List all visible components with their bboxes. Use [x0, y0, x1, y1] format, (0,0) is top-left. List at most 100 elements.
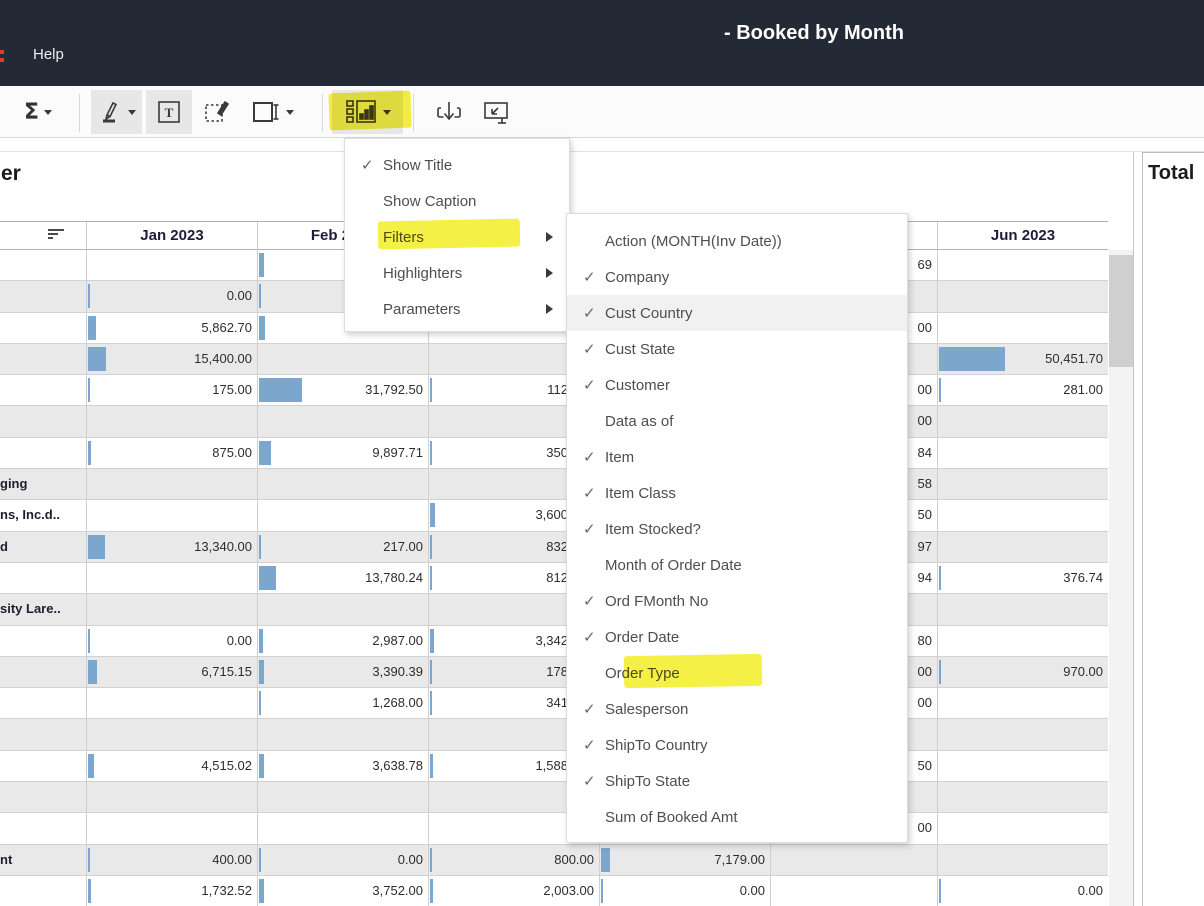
row-header-label[interactable] [0, 626, 86, 656]
data-cell[interactable]: 350 [428, 437, 599, 469]
menu-item-salesperson[interactable]: ✓ Salesperson [567, 691, 907, 727]
data-cell[interactable]: 0.00 [86, 625, 257, 656]
menu-item-ord-fmonth-no[interactable]: ✓ Ord FMonth No [567, 583, 907, 619]
menu-item-parameters[interactable]: Parameters [345, 291, 569, 327]
data-cell[interactable] [257, 719, 428, 750]
data-cell[interactable]: 9,897.71 [257, 437, 428, 469]
data-cell[interactable] [86, 500, 257, 531]
row-header-corner[interactable] [0, 222, 86, 249]
data-cell[interactable]: 2,003.00 [428, 875, 599, 906]
menu-item-shipto-country[interactable]: ✓ ShipTo Country [567, 727, 907, 763]
data-cell[interactable] [937, 750, 1108, 782]
menu-item-show-caption[interactable]: Show Caption [345, 183, 569, 219]
data-cell[interactable] [428, 813, 599, 844]
annotate-button[interactable] [91, 90, 142, 134]
data-cell[interactable]: 13,780.24 [257, 562, 428, 594]
data-cell[interactable] [770, 875, 937, 906]
data-cell[interactable]: 3,600 [428, 500, 599, 531]
data-cell[interactable] [86, 469, 257, 500]
menu-item-customer[interactable]: ✓ Customer [567, 367, 907, 403]
row-header-label[interactable] [0, 281, 86, 311]
menu-item-order-type[interactable]: Order Type [567, 655, 907, 691]
data-cell[interactable]: 50,451.70 [937, 343, 1108, 375]
data-cell[interactable]: 0.00 [937, 875, 1108, 906]
row-header-label[interactable] [0, 657, 86, 687]
data-cell[interactable] [428, 719, 599, 750]
row-header-label[interactable] [0, 688, 86, 718]
data-cell[interactable]: 217.00 [257, 531, 428, 562]
data-cell[interactable] [86, 562, 257, 594]
row-header-label[interactable]: ging [0, 476, 28, 492]
row-header-label[interactable] [0, 375, 86, 405]
data-cell[interactable]: 1,732.52 [86, 875, 257, 906]
data-cell[interactable] [428, 594, 599, 625]
data-cell[interactable] [937, 437, 1108, 469]
menu-item-cust-country[interactable]: ✓ Cust Country [567, 295, 907, 331]
data-cell[interactable]: 281.00 [937, 375, 1108, 406]
data-cell[interactable] [937, 281, 1108, 312]
data-cell[interactable] [937, 250, 1108, 281]
row-header-label[interactable] [0, 782, 86, 812]
row-header-label[interactable] [0, 406, 86, 436]
menu-item-sum-of-booked-amt[interactable]: Sum of Booked Amt [567, 799, 907, 835]
data-cell[interactable]: 15,400.00 [86, 343, 257, 375]
data-cell[interactable]: 7,179.00 [599, 844, 770, 875]
data-cell[interactable] [257, 813, 428, 844]
data-cell[interactable]: 3,342 [428, 625, 599, 656]
menu-item-month-of-order-date[interactable]: Month of Order Date [567, 547, 907, 583]
row-header-label[interactable] [0, 813, 86, 843]
data-cell[interactable] [937, 813, 1108, 844]
data-cell[interactable]: 4,515.02 [86, 750, 257, 782]
data-cell[interactable]: 3,752.00 [257, 875, 428, 906]
data-cell[interactable]: 31,792.50 [257, 375, 428, 406]
vertical-scrollbar[interactable] [1109, 250, 1133, 906]
data-cell[interactable] [937, 469, 1108, 500]
data-cell[interactable]: 970.00 [937, 656, 1108, 688]
data-cell[interactable]: 0.00 [599, 875, 770, 906]
data-cell[interactable]: 13,340.00 [86, 531, 257, 562]
row-header-label[interactable]: ns, Inc.d.. [0, 507, 60, 523]
row-header-label[interactable] [0, 438, 86, 468]
data-cell[interactable]: 812 [428, 562, 599, 594]
data-cell[interactable] [428, 782, 599, 813]
data-cell[interactable] [937, 594, 1108, 625]
data-cell[interactable] [937, 312, 1108, 343]
data-cell[interactable] [86, 594, 257, 625]
show-cards-button[interactable] [332, 90, 403, 134]
menu-item-company[interactable]: ✓ Company [567, 259, 907, 295]
data-cell[interactable] [770, 844, 937, 875]
data-cell[interactable]: 832 [428, 531, 599, 562]
data-cell[interactable] [257, 500, 428, 531]
menu-item-data-as-of[interactable]: Data as of [567, 403, 907, 439]
menu-item-highlighters[interactable]: Highlighters [345, 255, 569, 291]
data-cell[interactable] [257, 250, 428, 281]
data-cell[interactable] [937, 625, 1108, 656]
menu-item-shipto-state[interactable]: ✓ ShipTo State [567, 763, 907, 799]
data-cell[interactable]: 376.74 [937, 562, 1108, 594]
data-cell[interactable]: 400.00 [86, 844, 257, 875]
data-cell[interactable]: 112 [428, 375, 599, 406]
data-cell[interactable]: 2,987.00 [257, 625, 428, 656]
data-cell[interactable] [937, 531, 1108, 562]
data-cell[interactable]: 800.00 [428, 844, 599, 875]
data-cell[interactable] [86, 782, 257, 813]
data-cell[interactable] [257, 406, 428, 437]
row-header-label[interactable] [0, 344, 86, 374]
menu-item-item[interactable]: ✓ Item [567, 439, 907, 475]
data-cell[interactable] [428, 469, 599, 500]
data-cell[interactable] [86, 406, 257, 437]
row-header-label[interactable] [0, 876, 86, 906]
row-header-label[interactable] [0, 751, 86, 781]
row-header-label[interactable]: sity Lare.. [0, 601, 61, 617]
data-cell[interactable] [937, 844, 1108, 875]
data-cell[interactable] [257, 312, 428, 343]
data-cell[interactable] [937, 406, 1108, 437]
column-header[interactable]: Jan 2023 [86, 222, 257, 249]
row-header-label[interactable] [0, 719, 86, 749]
menu-item-action-month-inv-date[interactable]: Action (MONTH(Inv Date)) [567, 223, 907, 259]
border-format-button[interactable] [246, 90, 298, 134]
data-cell[interactable] [937, 500, 1108, 531]
row-header-label[interactable] [0, 563, 86, 593]
data-cell[interactable]: 3,390.39 [257, 656, 428, 688]
data-cell[interactable]: 1,588 [428, 750, 599, 782]
